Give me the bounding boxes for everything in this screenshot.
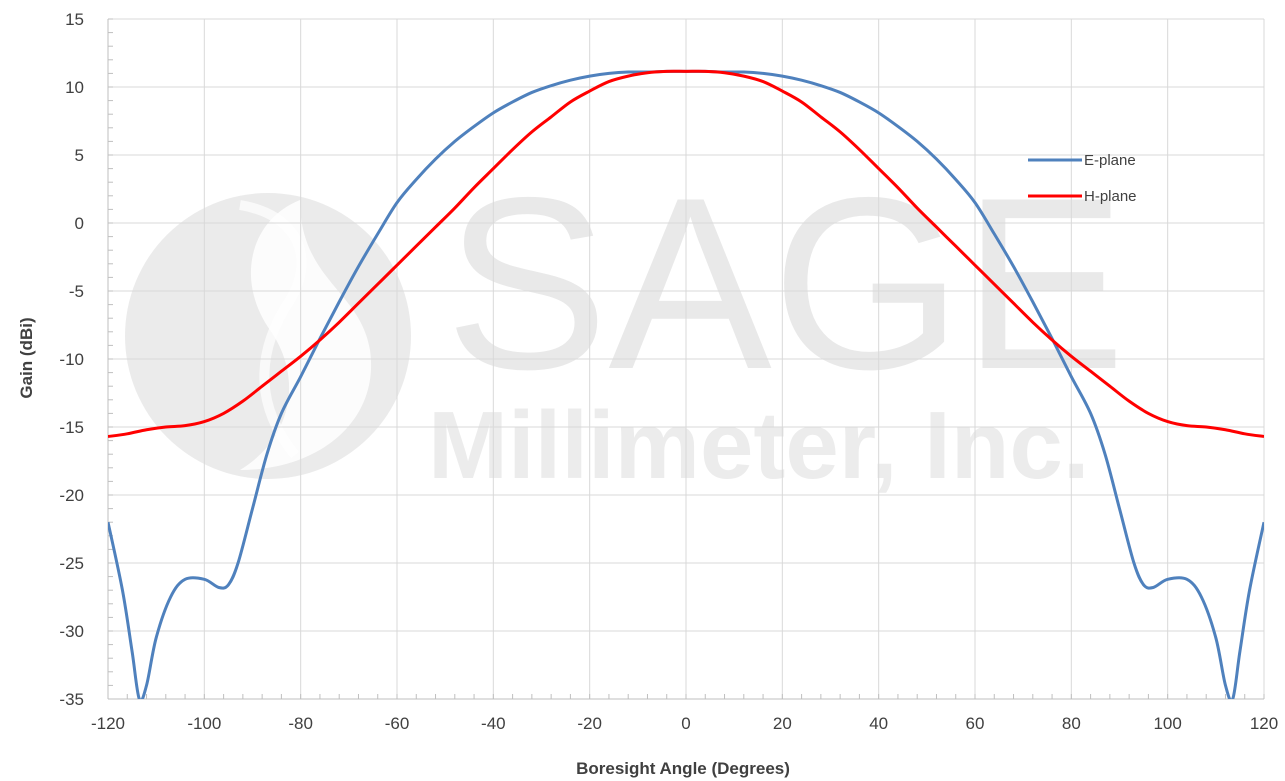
y-tick-label: 5 [75,146,84,165]
y-axis-title: Gain (dBi) [17,317,36,398]
x-tick-label: 20 [773,714,792,733]
x-axis-title: Boresight Angle (Degrees) [576,759,790,778]
x-tick-label: 40 [869,714,888,733]
y-tick-label: -35 [59,690,84,709]
x-tick-label: 60 [966,714,985,733]
legend: E-plane H-plane [1028,152,1137,205]
watermark-title: SAGE [445,146,1126,420]
series-lines [108,69,1264,699]
x-tick-label: -80 [288,714,313,733]
axes [107,18,1265,700]
x-tick-label: 120 [1250,714,1278,733]
y-tick-label: -25 [59,554,84,573]
y-tick-label: -10 [59,350,84,369]
watermark-subtitle: Millimeter, Inc. [428,392,1090,499]
y-tick-label: -20 [59,486,84,505]
grid [107,18,1265,700]
y-tick-label: -30 [59,622,84,641]
sage-watermark: SAGE Millimeter, Inc. [125,146,1126,499]
sage-logo-icon [125,193,411,479]
x-tick-label: -120 [91,714,125,733]
tick-labels: -120 -100 -80 -60 -40 -20 0 20 40 60 80 100 12015105… [59,10,1278,733]
series-line-h-plane [108,69,1264,439]
x-tick-label: -40 [481,714,506,733]
y-tick-label: 0 [75,214,84,233]
x-tick-label: 100 [1153,714,1181,733]
x-tick-label: 80 [1062,714,1081,733]
x-tick-label: -100 [187,714,221,733]
x-tick-label: -20 [577,714,602,733]
x-tick-label: 0 [681,714,690,733]
y-tick-label: 15 [65,10,84,29]
legend-label-e-plane: E-plane [1084,152,1136,169]
y-tick-label: -15 [59,418,84,437]
x-tick-label: -60 [385,714,410,733]
y-tick-label: 10 [65,78,84,97]
y-tick-label: -5 [69,282,84,301]
legend-label-h-plane: H-plane [1084,188,1137,205]
